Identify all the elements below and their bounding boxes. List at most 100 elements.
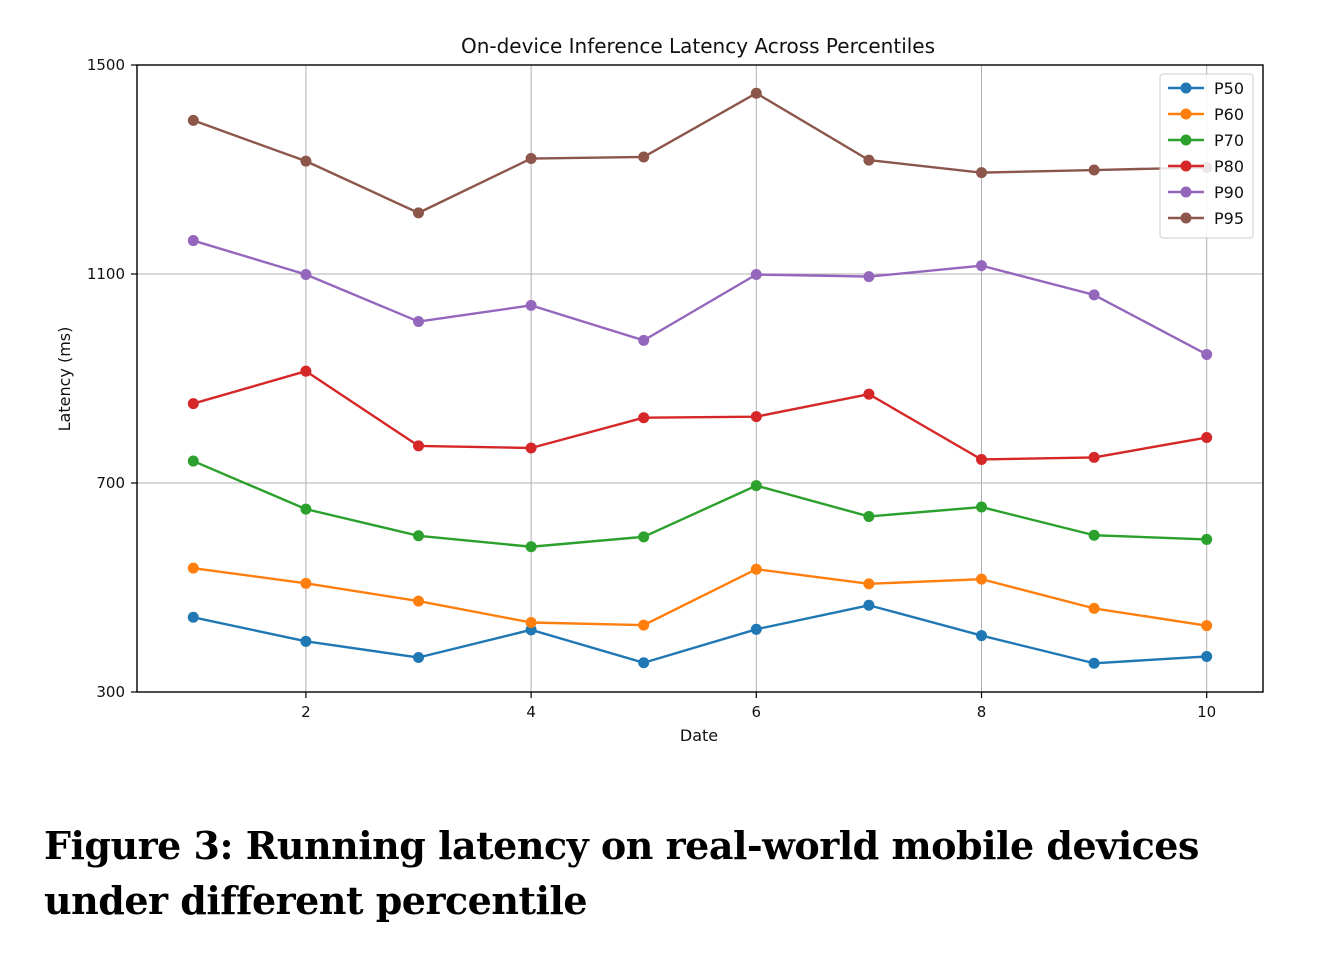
legend-marker-p95 <box>1180 212 1192 224</box>
data-point-p80 <box>525 442 537 454</box>
data-point-p90 <box>750 269 762 281</box>
series-line-p95 <box>192 92 1207 215</box>
legend-marker-p90 <box>1180 186 1192 198</box>
legend-label-p70: P70 <box>1214 131 1244 150</box>
series-p90 <box>187 235 1213 360</box>
data-point-p95 <box>413 207 424 219</box>
x-tick-label: 10 <box>1197 703 1216 721</box>
data-point-p70 <box>750 480 762 492</box>
data-point-p70 <box>525 541 537 553</box>
data-point-p90 <box>976 260 987 272</box>
data-point-p80 <box>1088 451 1100 463</box>
data-point-p70 <box>1088 529 1100 541</box>
legend-entry-p60: P60 <box>1168 105 1244 124</box>
axis-ticks: 2 4 6 8 10 300 700 1100 1500 <box>87 56 1216 721</box>
data-point-p50 <box>413 652 424 664</box>
y-tick-label: 300 <box>96 683 125 701</box>
data-point-p70 <box>976 501 987 513</box>
legend-entry-p90: P90 <box>1168 183 1244 202</box>
data-point-p95 <box>976 167 987 179</box>
legend: P50 P60 P70 P80 P90 P95 <box>1159 73 1254 239</box>
data-point-p80 <box>976 453 987 465</box>
data-point-p60 <box>1088 602 1100 614</box>
legend-label-p80: P80 <box>1214 157 1244 176</box>
data-point-p80 <box>300 365 312 377</box>
y-tick-label: 700 <box>96 474 125 492</box>
data-point-p70 <box>863 510 875 522</box>
data-point-p90 <box>1088 289 1100 301</box>
data-point-p50 <box>638 657 650 669</box>
data-point-p95 <box>300 155 312 167</box>
data-point-p95 <box>187 114 199 126</box>
data-point-p80 <box>1201 432 1213 444</box>
data-point-p90 <box>1201 348 1213 360</box>
data-point-p60 <box>976 573 987 585</box>
data-point-p90 <box>638 334 650 346</box>
data-point-p50 <box>750 623 762 635</box>
series-line-p60 <box>193 566 1207 627</box>
legend-entry-p95: P95 <box>1168 209 1244 228</box>
legend-label-p50: P50 <box>1214 79 1244 98</box>
data-point-p60 <box>750 563 762 575</box>
figure-caption: Figure 3: Running latency on real-world … <box>44 823 1199 923</box>
plot-frame <box>136 64 1264 693</box>
legend-marker-p70 <box>1180 134 1192 146</box>
legend-entry-p50: P50 <box>1168 79 1244 98</box>
y-axis-label: Latency (ms) <box>55 327 74 432</box>
data-point-p60 <box>413 595 424 607</box>
x-tick-label: 4 <box>526 703 536 721</box>
data-point-p70 <box>300 503 312 515</box>
data-point-p50 <box>1088 657 1100 669</box>
data-point-p95 <box>525 153 537 165</box>
data-point-p90 <box>187 235 199 247</box>
series-p60 <box>187 562 1213 632</box>
data-point-p90 <box>525 299 537 311</box>
data-point-p95 <box>1088 164 1100 176</box>
data-point-p70 <box>187 455 199 467</box>
legend-label-p60: P60 <box>1214 105 1244 124</box>
legend-marker-p80 <box>1180 160 1192 172</box>
x-axis-label: Date <box>680 726 718 745</box>
series-line-p70 <box>192 459 1207 548</box>
data-point-p80 <box>638 412 650 424</box>
x-tick-label: 2 <box>301 703 311 721</box>
legend-entry-p70: P70 <box>1168 131 1244 150</box>
data-point-p80 <box>750 411 762 423</box>
data-point-p80 <box>863 388 875 400</box>
data-point-p70 <box>638 531 650 543</box>
data-point-p80 <box>187 398 199 410</box>
data-point-p95 <box>638 151 650 163</box>
x-tick-label: 6 <box>752 703 762 721</box>
data-point-p95 <box>863 154 875 166</box>
data-point-p70 <box>413 530 424 542</box>
data-point-p60 <box>638 619 650 631</box>
data-point-p60 <box>1201 620 1213 632</box>
line-chart: On-device Inference Latency Across Perce… <box>55 34 1264 745</box>
data-point-p60 <box>525 617 537 629</box>
y-tick-label: 1500 <box>87 56 125 74</box>
legend-entry-p80: P80 <box>1168 157 1244 176</box>
legend-marker-p60 <box>1180 108 1192 120</box>
series-line-p80 <box>192 369 1207 461</box>
data-point-p50 <box>1201 650 1213 662</box>
legend-label-p95: P95 <box>1214 209 1244 228</box>
data-point-p80 <box>413 440 424 452</box>
data-point-p60 <box>187 562 199 574</box>
data-point-p70 <box>1201 533 1213 545</box>
data-point-p50 <box>187 611 199 623</box>
series-line-p90 <box>192 239 1208 356</box>
data-point-p90 <box>413 316 424 328</box>
series-p50 <box>187 599 1213 669</box>
data-point-p50 <box>976 630 987 642</box>
chart-title: On-device Inference Latency Across Perce… <box>461 34 935 58</box>
y-tick-label: 1100 <box>87 265 125 283</box>
legend-label-p90: P90 <box>1214 183 1244 202</box>
data-point-p95 <box>750 87 762 99</box>
legend-marker-p50 <box>1180 82 1192 94</box>
data-point-p60 <box>863 578 875 590</box>
series-p80 <box>187 365 1213 465</box>
data-point-p50 <box>863 599 875 611</box>
series-layer <box>187 87 1213 669</box>
series-p70 <box>187 455 1213 553</box>
